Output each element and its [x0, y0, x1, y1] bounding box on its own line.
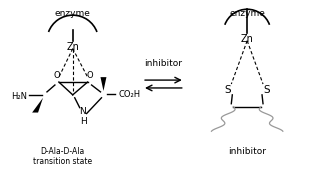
- Text: inhibitor: inhibitor: [228, 147, 266, 156]
- Polygon shape: [32, 98, 43, 113]
- Text: S: S: [224, 85, 231, 95]
- Text: S: S: [264, 85, 270, 95]
- Text: N: N: [79, 107, 86, 116]
- Text: Zn: Zn: [66, 42, 79, 52]
- Polygon shape: [100, 77, 106, 91]
- Text: enzyme: enzyme: [55, 9, 91, 18]
- Text: H: H: [80, 117, 87, 126]
- Text: inhibitor: inhibitor: [144, 59, 182, 68]
- Text: enzyme: enzyme: [229, 9, 265, 18]
- Text: transition state: transition state: [33, 157, 92, 166]
- Text: H₂N: H₂N: [11, 92, 27, 101]
- Text: O: O: [86, 71, 93, 80]
- Text: D-Ala-D-Ala: D-Ala-D-Ala: [41, 147, 85, 156]
- Text: CO₂H: CO₂H: [118, 90, 140, 99]
- Text: Zn: Zn: [241, 34, 254, 44]
- Text: O: O: [54, 71, 60, 80]
